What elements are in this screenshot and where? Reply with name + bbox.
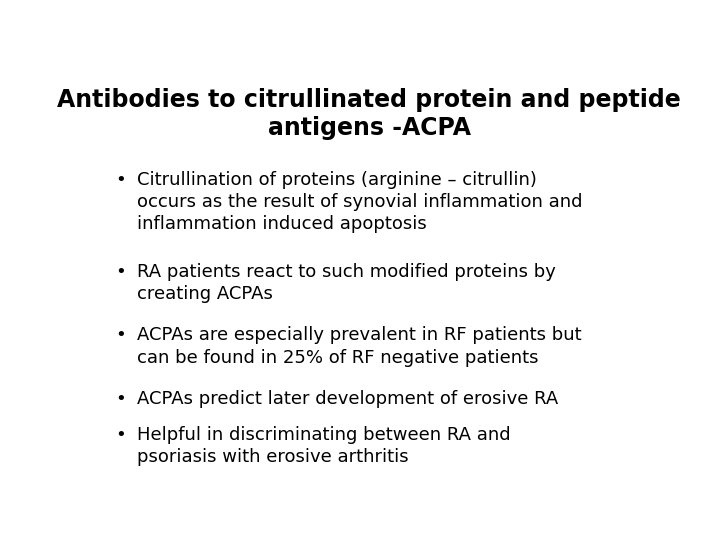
Text: ACPAs predict later development of erosive RA: ACPAs predict later development of erosi… xyxy=(138,390,559,408)
Text: Helpful in discriminating between RA and
psoriasis with erosive arthritis: Helpful in discriminating between RA and… xyxy=(138,426,511,466)
Text: •: • xyxy=(115,326,126,345)
Text: RA patients react to such modified proteins by
creating ACPAs: RA patients react to such modified prote… xyxy=(138,262,557,303)
Text: Citrullination of proteins (arginine – citrullin)
occurs as the result of synovi: Citrullination of proteins (arginine – c… xyxy=(138,171,583,233)
Text: •: • xyxy=(115,171,126,189)
Text: •: • xyxy=(115,390,126,408)
Text: •: • xyxy=(115,426,126,444)
Text: Antibodies to citrullinated protein and peptide
antigens -ACPA: Antibodies to citrullinated protein and … xyxy=(57,87,681,140)
Text: •: • xyxy=(115,262,126,281)
Text: ACPAs are especially prevalent in RF patients but
can be found in 25% of RF nega: ACPAs are especially prevalent in RF pat… xyxy=(138,326,582,367)
